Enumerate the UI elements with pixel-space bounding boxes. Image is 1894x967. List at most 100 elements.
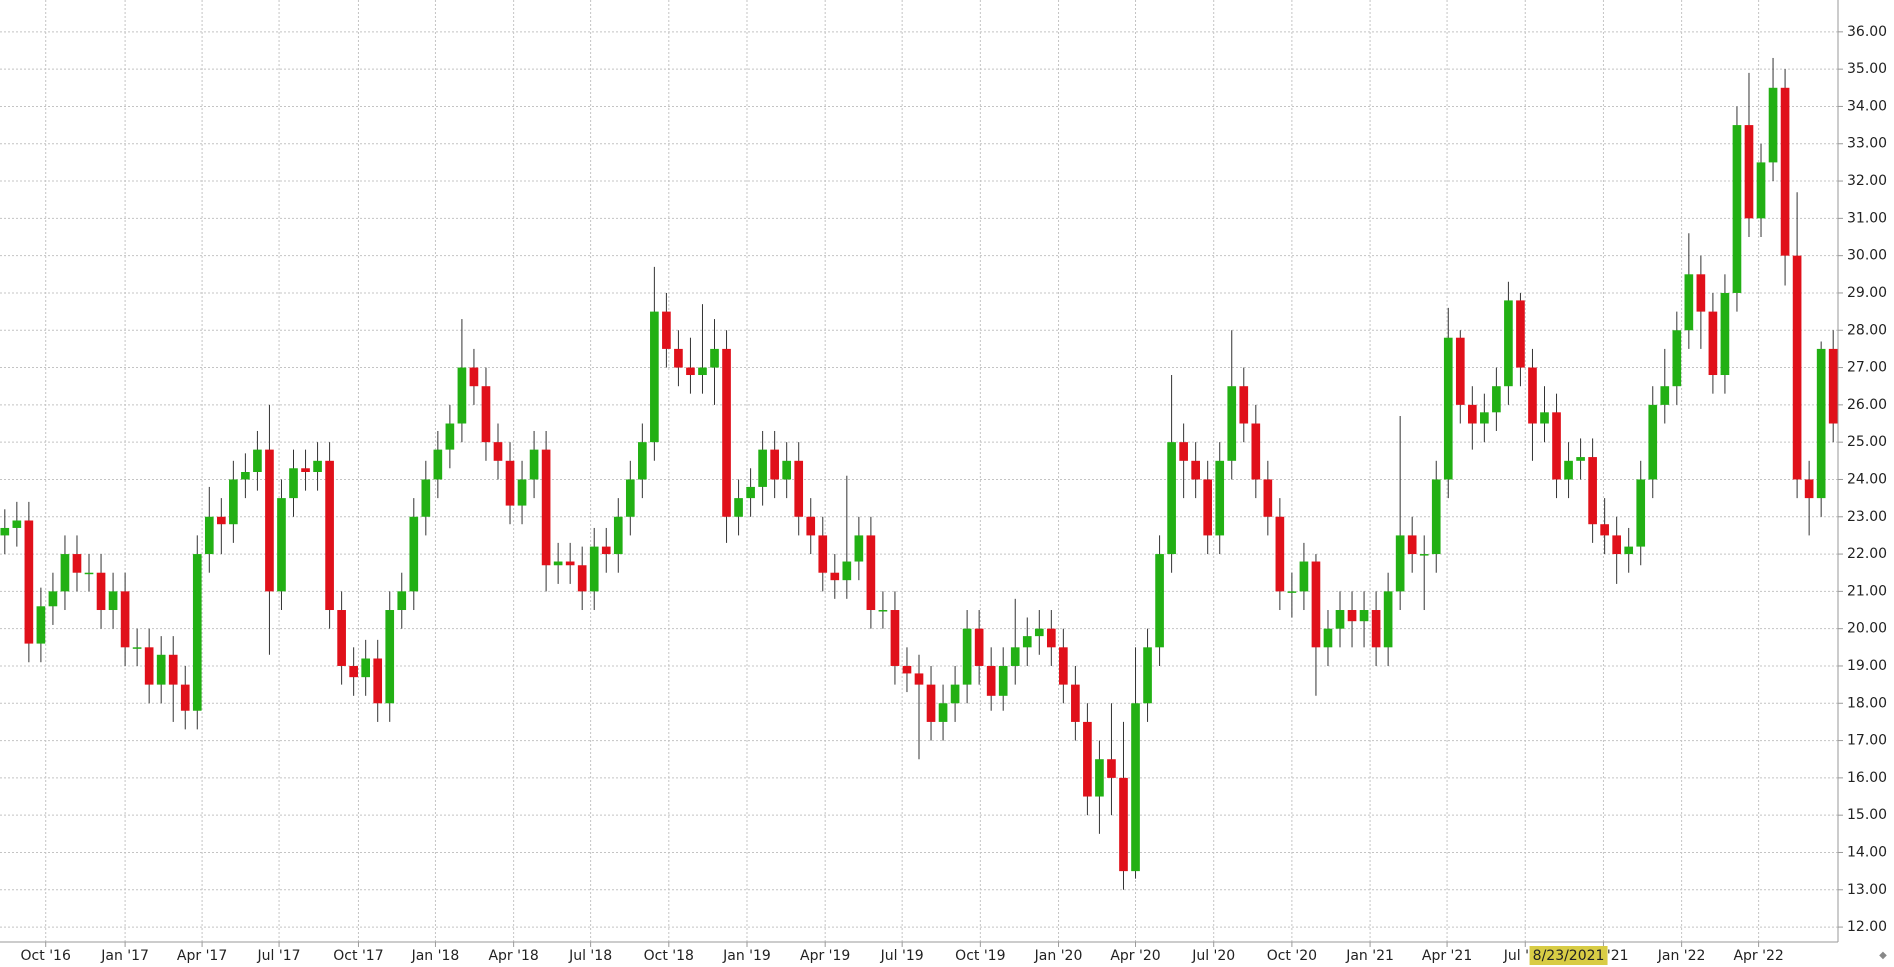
candle-body	[24, 520, 34, 644]
y-tick-label: 17.00	[1847, 733, 1887, 749]
candle-body	[144, 647, 154, 685]
x-tick-label: Oct '18	[644, 948, 694, 964]
candle-body	[84, 572, 94, 575]
candle-body	[192, 554, 202, 711]
candle-body	[96, 572, 106, 611]
candle-body	[1492, 386, 1501, 413]
y-tick-label: 21.00	[1847, 583, 1887, 599]
crosshair-label-bg	[1529, 946, 1608, 965]
candle-body	[1083, 721, 1092, 797]
candle-body	[1167, 442, 1176, 555]
x-tick-label: Jan '18	[411, 948, 460, 964]
x-tick-label: Apr '22	[1733, 948, 1783, 964]
candle-body	[842, 561, 852, 581]
candle-body	[1744, 125, 1754, 219]
candle-body	[794, 460, 804, 517]
candle-body	[866, 535, 876, 611]
candle-body	[577, 565, 587, 592]
candle-body	[12, 520, 22, 528]
candle-body	[373, 658, 383, 704]
x-tick-label: Jul '17	[257, 948, 301, 964]
y-tick-label: 32.00	[1847, 173, 1887, 189]
candle-body	[878, 610, 888, 612]
candle-body	[1059, 647, 1068, 685]
candle-body	[337, 610, 346, 666]
candle-body	[1407, 535, 1417, 555]
candle-body	[1335, 610, 1345, 629]
grid	[0, 0, 1838, 942]
candle-body	[1275, 516, 1285, 592]
candle-body	[818, 535, 828, 573]
candle-body	[650, 311, 659, 443]
y-tick-label: 23.00	[1847, 509, 1887, 525]
candle-body	[433, 449, 443, 480]
y-tick-label: 26.00	[1847, 397, 1887, 413]
candle-body	[625, 479, 635, 517]
candle-body	[1816, 348, 1826, 499]
candle-body	[1431, 479, 1441, 555]
candle-body	[722, 348, 731, 517]
candle-body	[457, 367, 467, 424]
candle-body	[938, 703, 948, 722]
y-tick-label: 34.00	[1847, 98, 1887, 114]
candle-body	[529, 449, 539, 480]
y-tick-label: 19.00	[1847, 658, 1887, 674]
candle-body	[481, 386, 491, 443]
candle-body	[1600, 524, 1609, 536]
y-tick-label: 20.00	[1847, 621, 1887, 637]
candle-body	[1239, 386, 1249, 424]
candle-body	[313, 460, 322, 472]
x-tick-label: Apr '21	[1422, 948, 1472, 964]
candle-body	[241, 472, 250, 480]
candle-body	[589, 546, 599, 592]
candle-body	[253, 449, 262, 472]
candle-body	[1588, 457, 1597, 525]
y-tick-label: 31.00	[1847, 210, 1887, 226]
candle-body	[1828, 348, 1838, 424]
candle-body	[108, 591, 118, 611]
candle-body	[36, 606, 46, 644]
candle-body	[541, 449, 551, 566]
candle-body	[1383, 591, 1393, 648]
candle-body	[1143, 647, 1152, 704]
candle-body	[1071, 684, 1080, 722]
y-tick-label: 16.00	[1847, 770, 1887, 786]
candle-body	[204, 516, 214, 555]
y-tick-label: 28.00	[1847, 322, 1887, 338]
y-tick-label: 30.00	[1847, 248, 1887, 264]
candle-body	[926, 684, 936, 722]
candle-body	[168, 654, 178, 685]
candle-body	[60, 554, 70, 592]
x-tick-label: Jul '19	[880, 948, 924, 964]
candle-body	[445, 423, 455, 450]
candle-body	[72, 554, 82, 573]
candles	[0, 57, 1838, 890]
x-tick-label: Jul '20	[1191, 948, 1235, 964]
candle-body	[950, 684, 960, 704]
candle-body	[1756, 162, 1766, 219]
y-tick-label: 15.00	[1847, 807, 1887, 823]
candle-body	[1251, 423, 1261, 480]
candle-body	[1467, 404, 1477, 424]
candle-body	[1768, 87, 1778, 163]
candle-body	[1480, 412, 1489, 424]
candle-body	[746, 486, 755, 499]
candle-body	[1660, 386, 1670, 405]
candle-body	[1612, 535, 1622, 555]
y-tick-label: 24.00	[1847, 471, 1887, 487]
candle-body	[1263, 479, 1273, 517]
candle-body	[1323, 628, 1333, 648]
candle-body	[770, 449, 779, 480]
candle-body	[397, 591, 407, 611]
candle-body	[216, 516, 226, 525]
candle-body	[986, 665, 996, 696]
candle-body	[974, 628, 984, 666]
candle-body	[325, 460, 334, 611]
candle-body	[1516, 300, 1525, 368]
candle-body	[265, 449, 274, 592]
candle-body	[1624, 546, 1634, 555]
y-tick-label: 22.00	[1847, 546, 1887, 562]
candle-body	[1155, 554, 1164, 648]
candle-body	[0, 527, 10, 536]
